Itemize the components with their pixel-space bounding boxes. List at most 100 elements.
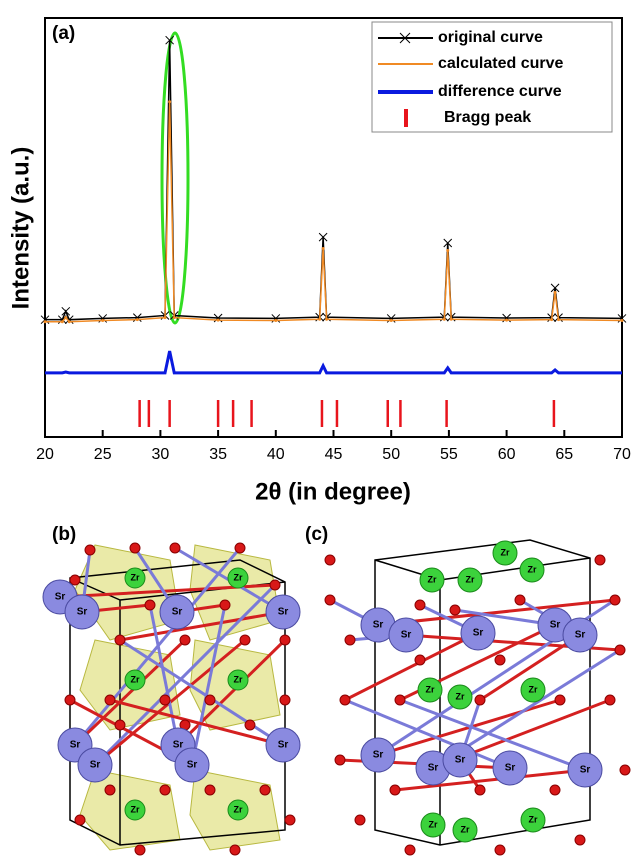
oxygen-atom <box>340 695 350 705</box>
atom-label: Sr <box>580 765 591 776</box>
oxygen-atom <box>115 720 125 730</box>
atom-label: Zr <box>234 572 243 582</box>
page: {"chart_data": {"type": "line", "panel_l… <box>0 0 633 856</box>
point-marker <box>217 319 220 322</box>
point-marker <box>44 320 47 323</box>
x-tick-label: 60 <box>498 446 516 463</box>
oxygen-atom <box>135 845 145 855</box>
oxygen-atom <box>85 545 95 555</box>
oxygen-atom <box>260 785 270 795</box>
point-marker <box>61 320 64 323</box>
panel-label: (b) <box>52 524 76 545</box>
point-marker <box>446 249 449 252</box>
point-marker <box>164 316 167 319</box>
oxygen-atom <box>495 845 505 855</box>
point-marker <box>136 318 139 321</box>
oxygen-atom <box>280 695 290 705</box>
point-marker <box>557 318 560 321</box>
series-line <box>45 351 622 373</box>
atom-label: Zr <box>131 674 140 684</box>
x-axis-label: 2θ (in degree) <box>255 478 411 505</box>
oxygen-atom <box>205 695 215 705</box>
atom-label: Zr <box>428 574 437 584</box>
oxygen-atom <box>170 543 180 553</box>
oxygen-atom <box>130 543 140 553</box>
oxygen-atom <box>70 575 80 585</box>
point-marker <box>505 319 508 322</box>
atom-label: Sr <box>401 630 412 641</box>
oxygen-atom <box>615 645 625 655</box>
point-marker <box>168 100 171 103</box>
oxygen-atom <box>205 785 215 795</box>
oxygen-atom <box>245 720 255 730</box>
oxygen-atom <box>75 815 85 825</box>
legend-label: original curve <box>438 29 543 46</box>
x-tick-label: 65 <box>555 446 573 463</box>
x-tick-label: 40 <box>267 446 285 463</box>
oxygen-atom <box>145 600 155 610</box>
point-marker <box>62 307 70 315</box>
atom-label: Sr <box>473 628 484 639</box>
x-tick-label: 30 <box>152 446 170 463</box>
oxygen-atom <box>180 635 190 645</box>
point-marker <box>101 319 104 322</box>
legend-label: difference curve <box>438 83 562 100</box>
oxygen-atom <box>515 595 525 605</box>
atom-label: Zr <box>528 564 537 574</box>
atom-label: Zr <box>426 684 435 694</box>
atom-label: Sr <box>70 740 81 751</box>
x-tick-label: 45 <box>325 446 343 463</box>
atom-label: Zr <box>466 574 475 584</box>
atom-label: Sr <box>55 592 66 603</box>
oxygen-atom <box>270 580 280 590</box>
oxygen-atom <box>610 595 620 605</box>
atom-label: Sr <box>428 763 439 774</box>
oxygen-atom <box>105 695 115 705</box>
oxygen-atom <box>405 845 415 855</box>
point-marker <box>274 319 277 322</box>
oxygen-atom <box>550 785 560 795</box>
point-marker <box>621 319 624 322</box>
oxygen-atom <box>475 695 485 705</box>
atom-label: Sr <box>550 620 561 631</box>
oxygen-atom <box>355 815 365 825</box>
atom-label: Sr <box>173 740 184 751</box>
panel-label: (a) <box>52 23 75 44</box>
atom-label: Sr <box>575 630 586 641</box>
legend-label: calculated curve <box>438 55 564 72</box>
point-marker <box>325 318 328 321</box>
point-marker <box>550 318 553 321</box>
point-marker <box>322 247 325 250</box>
panel-label: (c) <box>305 524 328 545</box>
point-marker <box>318 318 321 321</box>
oxygen-atom <box>160 785 170 795</box>
atom-label: Sr <box>187 760 198 771</box>
atom-label: Sr <box>278 607 289 618</box>
oxygen-atom <box>605 695 615 705</box>
oxygen-atom <box>345 635 355 645</box>
legend-label: Bragg peak <box>444 109 531 126</box>
oxygen-atom <box>160 695 170 705</box>
oxygen-atom <box>105 785 115 795</box>
atom-label: Zr <box>501 547 510 557</box>
oxygen-atom <box>325 595 335 605</box>
point-marker <box>390 319 393 322</box>
atom-label: Sr <box>90 760 101 771</box>
oxygen-atom <box>495 655 505 665</box>
atom-label: Zr <box>234 804 243 814</box>
atom-label: Zr <box>131 572 140 582</box>
x-tick-label: 50 <box>382 446 400 463</box>
oxygen-atom <box>415 655 425 665</box>
atom-label: Sr <box>172 607 183 618</box>
atom-label: Zr <box>429 819 438 829</box>
atom-label: Sr <box>278 740 289 751</box>
figure: (a) 2θ (in degree) Intensity (a.u.) ZrZr… <box>0 0 633 856</box>
oxygen-atom <box>335 755 345 765</box>
oxygen-atom <box>475 785 485 795</box>
atom-label: Zr <box>529 684 538 694</box>
oxygen-atom <box>415 600 425 610</box>
oxygen-atom <box>325 555 335 565</box>
x-tick-label: 55 <box>440 446 458 463</box>
oxygen-atom <box>595 555 605 565</box>
